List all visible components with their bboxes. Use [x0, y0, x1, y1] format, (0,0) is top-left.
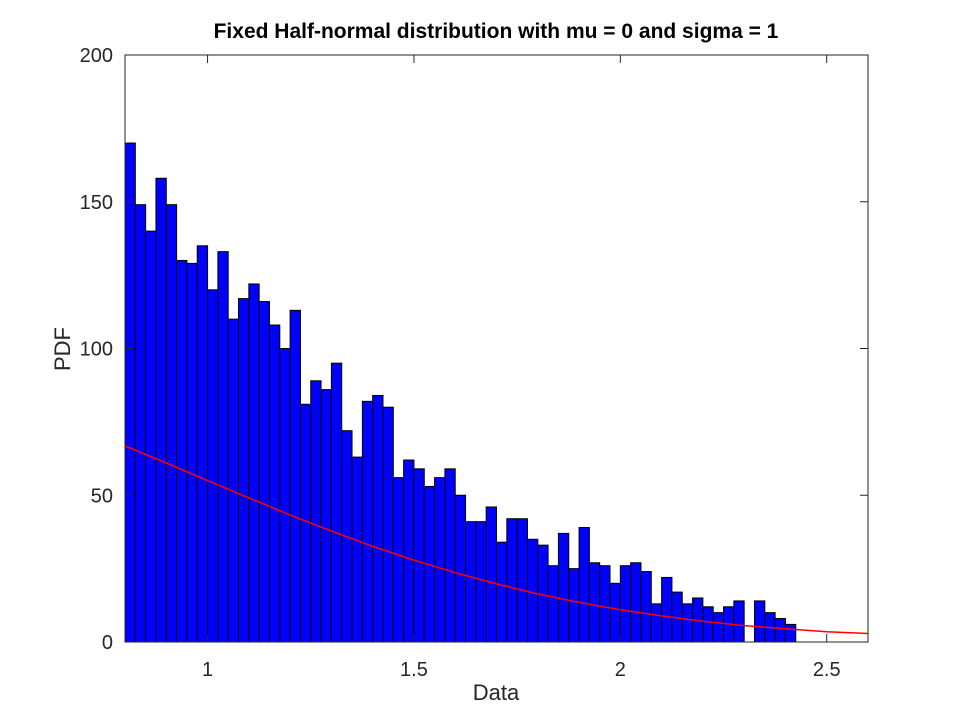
- histogram-bar: [661, 576, 673, 643]
- histogram-bar: [681, 603, 694, 643]
- histogram-bar: [134, 204, 147, 643]
- histogram-bar: [599, 565, 611, 643]
- y-tick-label: 0: [102, 632, 113, 654]
- histogram-bar: [465, 521, 477, 643]
- x-axis-title: Data: [473, 680, 520, 705]
- x-tick-label: 1.5: [400, 659, 428, 681]
- histogram-bar: [712, 612, 725, 643]
- histogram-bar: [392, 477, 405, 643]
- histogram-bar: [650, 603, 663, 643]
- histogram-bar: [330, 362, 343, 643]
- histogram-bar: [155, 177, 167, 643]
- histogram-bar: [774, 618, 786, 643]
- histogram-bar: [547, 565, 559, 643]
- histogram-bar: [310, 380, 322, 643]
- histogram-bar: [784, 623, 797, 643]
- histogram-bar: [238, 298, 250, 643]
- y-tick-label: 200: [80, 45, 113, 67]
- histogram-bar: [248, 283, 260, 643]
- histogram-bar: [609, 582, 621, 643]
- pdf-curve: [124, 445, 869, 635]
- histogram-bar: [557, 532, 570, 643]
- histogram-bar: [372, 394, 384, 643]
- x-tick-labels: 1 1.5 2 2.5: [202, 659, 841, 681]
- histogram-bar: [454, 494, 467, 643]
- histogram-bar: [733, 600, 745, 643]
- histogram-bar: [227, 318, 240, 643]
- histogram-bar: [268, 324, 281, 643]
- histogram-bar: [382, 406, 394, 643]
- histogram-bar: [320, 389, 332, 643]
- histogram-bar: [361, 400, 374, 643]
- histogram-bar: [196, 245, 209, 643]
- histogram-bar: [289, 309, 301, 643]
- histogram-bar: [165, 204, 178, 643]
- histogram-bar: [630, 562, 642, 643]
- histogram-bar: [640, 571, 652, 643]
- chart-title: Fixed Half-normal distribution with mu =…: [214, 20, 779, 43]
- histogram-bar: [619, 565, 632, 643]
- histogram-bar: [217, 251, 229, 643]
- x-tick-label: 1: [202, 659, 213, 681]
- x-tick-label: 2: [615, 659, 626, 681]
- y-tick-label: 50: [91, 485, 113, 507]
- y-axis-title: PDF: [50, 327, 75, 371]
- histogram-bar: [403, 459, 415, 643]
- histogram-bar: [516, 518, 528, 643]
- histogram-bar: [207, 289, 219, 643]
- histogram-bar: [434, 477, 446, 643]
- histogram-bar: [444, 468, 456, 643]
- x-tick-label: 2.5: [813, 659, 841, 681]
- histogram-bar: [124, 142, 136, 643]
- y-tick-label: 100: [80, 339, 113, 361]
- histogram-bar: [496, 541, 508, 643]
- y-tick-labels: 0 50 100 150 200: [80, 45, 113, 654]
- y-tick-label: 150: [80, 192, 113, 214]
- histogram-bar: [506, 518, 518, 643]
- histogram-bar: [526, 538, 539, 643]
- histogram-bar: [475, 521, 487, 643]
- histogram-bar: [279, 348, 291, 643]
- histogram-bar: [753, 600, 766, 643]
- histogram-bar: [702, 606, 714, 643]
- axis-ticks: [125, 54, 868, 643]
- histogram-bar: [413, 468, 425, 643]
- histogram-bar: [568, 568, 580, 643]
- histogram-bar: [588, 562, 601, 643]
- histogram-bar: [186, 262, 198, 643]
- histogram-bar: [258, 301, 270, 643]
- histogram-bar: [485, 506, 497, 643]
- histogram-bar: [145, 230, 157, 643]
- histogram-bar: [578, 527, 590, 643]
- histogram-bar: [351, 456, 363, 643]
- histogram-bar: [176, 259, 188, 643]
